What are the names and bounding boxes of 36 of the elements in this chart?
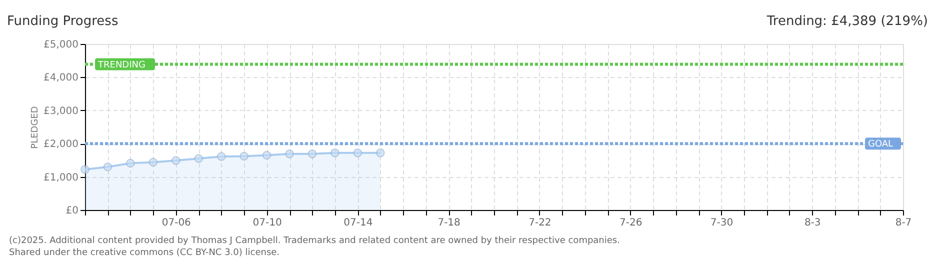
x-tick-label: 8-7: [895, 218, 912, 228]
y-tick-label: £4,000: [44, 72, 78, 84]
y-tick-label: £1,000: [44, 172, 78, 184]
x-tick-label: 07-06: [162, 218, 191, 228]
point: [330, 148, 340, 158]
y-tick-label: £0: [66, 206, 78, 216]
y-tick-label: £2,000: [44, 139, 78, 150]
x-tick-label: 7-26: [619, 218, 642, 228]
y-tick-label: £3,000: [44, 106, 78, 117]
x-tick-label: 8-3: [804, 218, 821, 228]
point: [308, 150, 317, 158]
point: [285, 150, 294, 158]
point: [172, 156, 180, 165]
point: [240, 152, 248, 161]
x-tick-label: 7-30: [710, 218, 734, 228]
x-tick-label: 7-18: [438, 218, 460, 228]
x-tick-label: 07-10: [252, 218, 282, 228]
point: [376, 148, 385, 158]
point: [80, 165, 90, 174]
ref-line-label: TRENDING: [97, 60, 146, 70]
ref-line-label: GOAL: [868, 140, 894, 150]
chart-title: Funding Progress: [7, 14, 118, 29]
point: [216, 152, 226, 161]
point: [353, 148, 362, 158]
point: [148, 158, 158, 167]
x-tick-label: 07-14: [344, 218, 373, 228]
point: [103, 162, 112, 172]
x-tick-label: 7-22: [528, 218, 552, 228]
y-tick-label: £5,000: [44, 40, 78, 50]
point: [126, 158, 135, 168]
y-axis-title: PLEDGED: [30, 106, 41, 149]
point: [262, 150, 272, 160]
text: Shared under the creative commons (CC BY-NC 3.0) license.: [9, 248, 280, 258]
chart-subtitle: Trending: £4,389 (219%): [766, 14, 928, 29]
point: [194, 154, 203, 163]
text: (c)2025. Additional content provided by Thomas J Campbell. Trademarks and related content are owned by their respective companies.: [9, 236, 620, 246]
